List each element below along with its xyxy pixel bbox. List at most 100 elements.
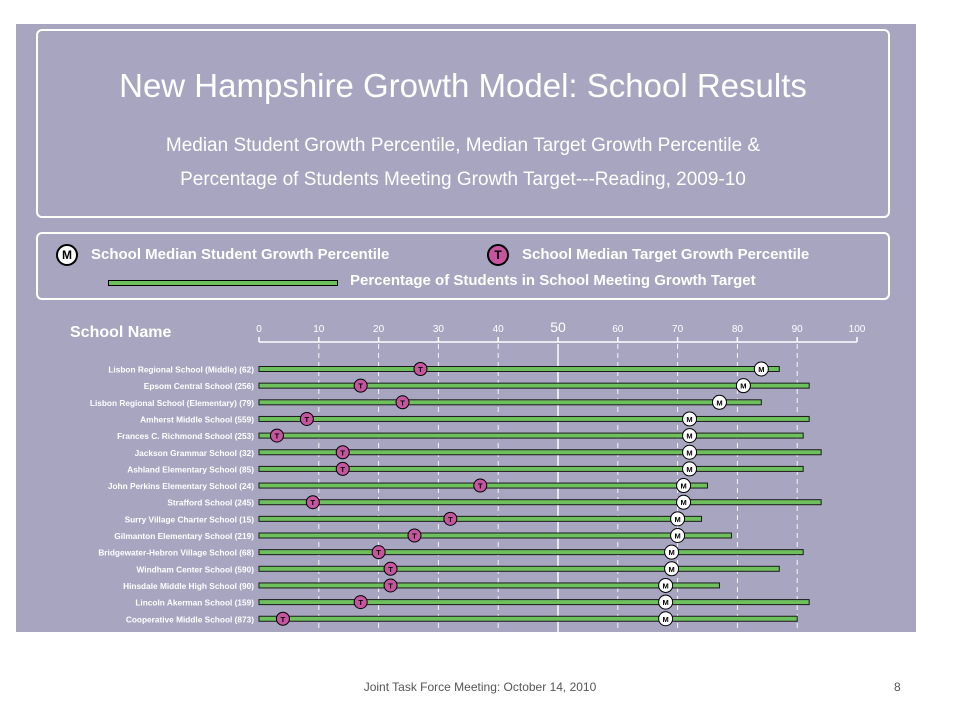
median-sgp-marker-label: M — [668, 548, 674, 557]
median-sgp-marker — [664, 544, 680, 560]
school-label: Lisbon Regional School (Elementary) (79) — [90, 398, 254, 408]
target-sgp-marker — [353, 378, 368, 393]
school-label: Jackson Grammar School (32) — [135, 448, 255, 458]
pct-meeting-bar — [258, 615, 798, 622]
target-sgp-marker — [413, 362, 428, 376]
target-sgp-marker-label: T — [305, 415, 310, 424]
legend-bar-label: Percentage of Students in School Meeting… — [350, 272, 756, 289]
median-sgp-marker-label: M — [674, 515, 680, 524]
median-sgp-marker-label: M — [686, 465, 692, 474]
school-label: Lincoln Akerman School (159) — [135, 598, 254, 608]
school-label: Strafford School (245) — [167, 498, 254, 508]
median-sgp-marker-label: M — [740, 382, 746, 391]
school-label: Gilmanton Elementary School (219) — [114, 531, 254, 541]
target-sgp-marker-label: T — [418, 365, 423, 374]
pct-meeting-bar — [258, 415, 810, 422]
x-tick-label-70: 70 — [672, 324, 684, 335]
pct-meeting-bar — [258, 399, 762, 406]
pct-meeting-bar — [258, 549, 804, 556]
legend-bar-swatch — [108, 280, 338, 286]
target-sgp-marker — [335, 445, 350, 460]
target-sgp-marker-label: T — [358, 382, 363, 391]
median-sgp-marker-label: M — [686, 415, 692, 424]
school-label: Windham Center School (590) — [137, 564, 255, 574]
pct-meeting-bar — [258, 532, 732, 539]
title-box: New Hampshire Growth Model: School Resul… — [36, 29, 890, 218]
pct-meeting-bar — [258, 499, 822, 506]
legend-median-label: School Median Student Growth Percentile — [91, 246, 390, 263]
median-sgp-marker — [682, 444, 698, 460]
x-tick-label-0: 0 — [256, 324, 262, 335]
target-sgp-marker — [371, 545, 386, 560]
x-tick-label-30: 30 — [433, 324, 445, 335]
school-label: Hinsdale Middle High School (90) — [123, 581, 254, 591]
school-name-header: School Name — [70, 324, 172, 341]
target-sgp-marker-label: T — [340, 465, 345, 474]
pct-meeting-bar — [258, 565, 780, 572]
chart-panel: New Hampshire Growth Model: School Resul… — [16, 24, 916, 632]
page-number: 8 — [894, 680, 901, 694]
target-sgp-marker-label: T — [311, 498, 316, 507]
x-tick-label-90: 90 — [792, 324, 804, 335]
school-label: Bridgewater-Hebron Village School (68) — [98, 548, 254, 558]
target-sgp-marker-label: T — [358, 598, 363, 607]
median-sgp-marker-label: M — [686, 448, 692, 457]
target-sgp-marker — [353, 595, 368, 610]
median-sgp-marker — [676, 478, 692, 494]
target-sgp-marker-label: T — [388, 565, 393, 574]
median-sgp-marker-label: M — [686, 432, 692, 441]
median-sgp-marker-label: M — [716, 398, 722, 407]
target-sgp-marker — [383, 578, 398, 593]
pct-meeting-bar — [258, 465, 804, 472]
median-sgp-marker — [682, 428, 698, 444]
median-sgp-marker-label: M — [663, 598, 669, 607]
median-sgp-marker — [676, 494, 692, 510]
target-sgp-marker — [335, 461, 350, 476]
target-sgp-marker-label: T — [400, 398, 405, 407]
median-sgp-marker-label: M — [758, 365, 764, 374]
x-tick-label-100: 100 — [849, 324, 866, 335]
school-label: Amherst Middle School (559) — [140, 414, 254, 424]
x-tick-label-40: 40 — [493, 324, 505, 335]
median-sgp-marker — [658, 611, 674, 627]
target-sgp-marker — [395, 395, 410, 410]
chart-title: New Hampshire Growth Model: School Resul… — [119, 67, 807, 104]
x-tick-label-80: 80 — [732, 324, 744, 335]
legend-target-label: School Median Target Growth Percentile — [522, 246, 810, 263]
median-sgp-marker — [711, 394, 727, 410]
legend: M School Median Student Growth Percentil… — [36, 232, 890, 300]
school-label: Epsom Central School (256) — [144, 381, 254, 391]
target-sgp-marker — [269, 428, 284, 443]
median-sgp-marker-label: M — [663, 615, 669, 624]
target-sgp-marker — [275, 611, 290, 626]
school-label: John Perkins Elementary School (24) — [108, 481, 254, 491]
pct-meeting-bar — [258, 366, 780, 372]
pct-meeting-bar — [258, 515, 703, 522]
pct-meeting-bar — [258, 449, 822, 456]
target-sgp-marker — [383, 561, 398, 576]
pct-meeting-bar — [258, 432, 804, 439]
target-sgp-marker-label: T — [340, 448, 345, 457]
target-sgp-marker-label: T — [412, 532, 417, 541]
median-sgp-marker — [682, 411, 698, 427]
target-sgp-marker — [473, 478, 488, 493]
median-sgp-marker — [664, 561, 680, 577]
median-sgp-marker — [682, 461, 698, 477]
target-sgp-marker-label: T — [388, 581, 393, 590]
median-sgp-marker-label: M — [680, 498, 686, 507]
median-sgp-marker — [658, 594, 674, 610]
growth-chart: 0 10 20 30 40 50 60 70 80 90 100 Lisbon Regional Sc… — [90, 319, 866, 632]
chart-subtitle-line-2: Percentage of Students Meeting Growth Ta… — [180, 169, 746, 190]
median-sgp-marker-label: M — [680, 482, 686, 491]
x-tick-label-20: 20 — [373, 324, 385, 335]
target-sgp-marker — [305, 495, 320, 510]
median-sgp-marker — [735, 378, 751, 394]
footer-text: Joint Task Force Meeting: October 14, 20… — [363, 680, 597, 694]
school-label: Cooperative Middle School (873) — [126, 614, 254, 624]
target-sgp-marker-label: T — [281, 615, 286, 624]
legend-median-marker: M — [56, 244, 78, 266]
school-label: Lisbon Regional School (Middle) (62) — [108, 365, 254, 375]
pct-meeting-bar — [258, 382, 810, 389]
x-tick-label-60: 60 — [612, 324, 624, 335]
median-sgp-marker-label: M — [674, 532, 680, 541]
